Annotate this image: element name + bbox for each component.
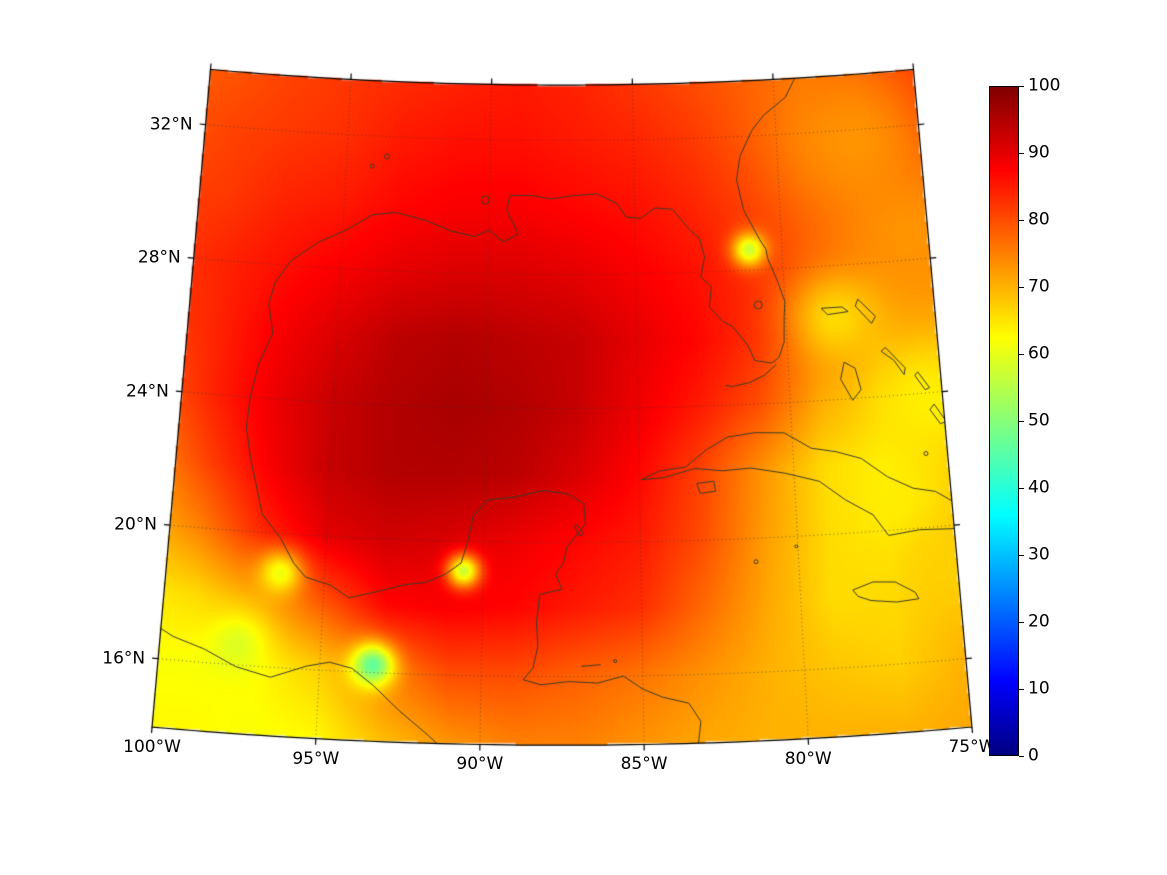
lat-tick-label-28: 28°N xyxy=(137,247,181,268)
colorbar-tick-mark-20 xyxy=(1019,621,1024,623)
colorbar-tick-mark-0 xyxy=(1019,755,1024,757)
lat-tick-label-32: 32°N xyxy=(149,114,193,135)
lon-tick-label-85: 85°W xyxy=(620,754,668,775)
colorbar-tick-mark-80 xyxy=(1019,219,1024,221)
colorbar-tick-mark-10 xyxy=(1019,688,1024,690)
lon-tick-label-95: 95°W xyxy=(292,748,340,769)
colorbar-tick-mark-100 xyxy=(1019,85,1024,87)
colorbar-tick-label-60: 60 xyxy=(1028,343,1050,364)
colorbar-tick-label-10: 10 xyxy=(1028,678,1050,699)
lat-tick-label-20: 20°N xyxy=(114,514,157,535)
colorbar-tick-label-30: 30 xyxy=(1028,544,1050,565)
lat-tick-label-16: 16°N xyxy=(102,648,146,669)
lon-tick-label-90: 90°W xyxy=(456,754,504,775)
colorbar-tick-mark-60 xyxy=(1019,353,1024,355)
lon-tick-label-100: 100°W xyxy=(123,737,181,758)
lon-tick-label-75: 75°W xyxy=(948,737,996,758)
colorbar-tick-mark-30 xyxy=(1019,554,1024,556)
colorbar-tick-label-100: 100 xyxy=(1028,75,1061,96)
colorbar-tick-label-70: 70 xyxy=(1028,276,1050,297)
colorbar-tick-mark-70 xyxy=(1019,286,1024,288)
colorbar-tick-label-50: 50 xyxy=(1028,410,1050,431)
colorbar-tick-label-40: 40 xyxy=(1028,477,1050,498)
colorbar-tick-mark-40 xyxy=(1019,487,1024,489)
colorbar-tick-label-90: 90 xyxy=(1028,142,1050,163)
colorbar-tick-mark-90 xyxy=(1019,152,1024,154)
colorbar-tick-label-20: 20 xyxy=(1028,611,1050,632)
lat-tick-label-24: 24°N xyxy=(126,381,169,402)
colorbar-gradient xyxy=(989,86,1019,756)
colorbar-tick-mark-50 xyxy=(1019,420,1024,422)
colorbar-tick-label-0: 0 xyxy=(1028,745,1039,766)
lon-tick-label-80: 80°W xyxy=(784,748,832,769)
colorbar-tick-label-80: 80 xyxy=(1028,209,1050,230)
